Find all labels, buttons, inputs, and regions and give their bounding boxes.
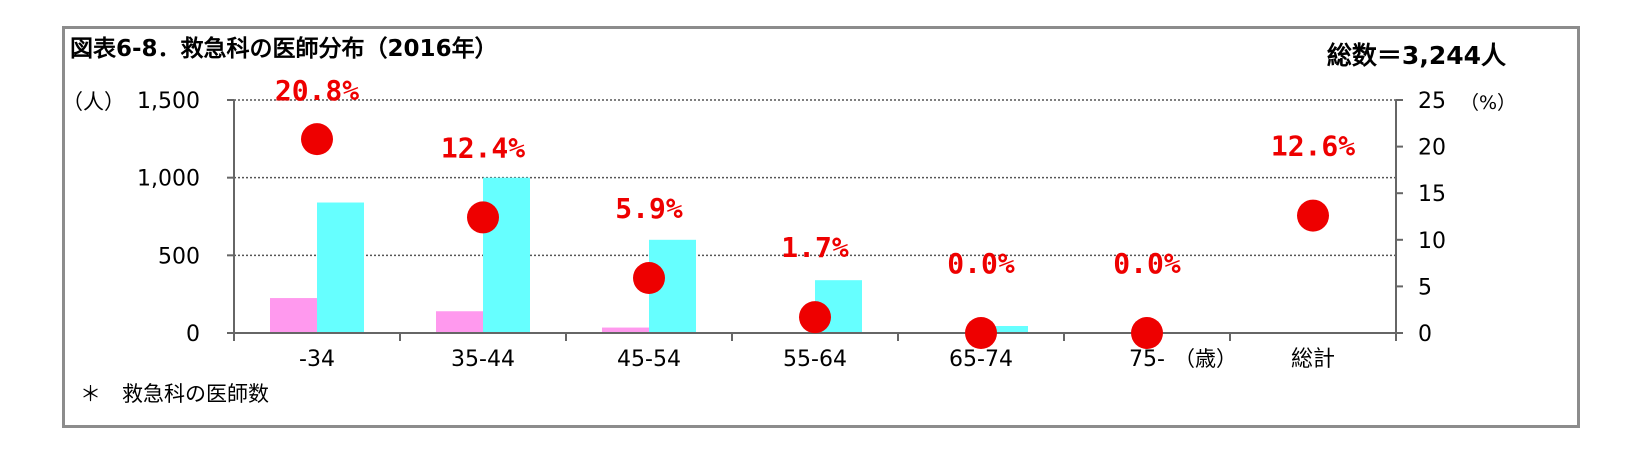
bar-series-2 bbox=[317, 202, 364, 333]
bar-series-2 bbox=[981, 326, 1028, 333]
right-tick-label: 25 bbox=[1418, 89, 1446, 114]
x-tick-label: 総計 bbox=[1291, 347, 1335, 372]
right-tick-label: 10 bbox=[1418, 229, 1446, 254]
left-tick-label: 0 bbox=[186, 322, 200, 347]
bar-series-1 bbox=[270, 298, 317, 333]
right-tick-label: 15 bbox=[1418, 182, 1446, 207]
x-tick-label: 55-64 bbox=[783, 347, 847, 372]
footnote: ＊ 救急科の医師数 bbox=[80, 382, 269, 406]
x-tick-label: 75- bbox=[1129, 347, 1165, 372]
right-tick-label: 5 bbox=[1418, 275, 1432, 300]
data-label: 1.7% bbox=[781, 231, 849, 264]
data-point bbox=[1297, 199, 1329, 232]
bar-series-1 bbox=[436, 311, 483, 333]
x-tick-label: 45-54 bbox=[617, 347, 681, 372]
data-label: 12.6% bbox=[1271, 130, 1355, 163]
chart-title: 図表6-8．救急科の医師分布（2016年） bbox=[70, 35, 498, 62]
data-label: 20.8% bbox=[275, 74, 359, 107]
left-tick-label: 1,000 bbox=[137, 167, 200, 192]
data-point bbox=[965, 317, 997, 349]
x-tick-label: 65-74 bbox=[949, 347, 1013, 372]
data-point bbox=[301, 123, 333, 156]
bar-series-2 bbox=[483, 177, 530, 333]
right-tick-label: 0 bbox=[1418, 322, 1432, 347]
data-label: 0.0% bbox=[1113, 247, 1181, 280]
data-point bbox=[799, 301, 831, 334]
total-label: 総数＝3,244人 bbox=[1327, 41, 1506, 70]
right-tick-label: 20 bbox=[1418, 136, 1446, 161]
data-point bbox=[633, 262, 665, 295]
y-right-unit-label: （%） bbox=[1460, 92, 1516, 114]
data-label: 5.9% bbox=[615, 192, 683, 225]
bar-series-1 bbox=[602, 327, 649, 333]
chart-frame bbox=[62, 26, 1580, 428]
left-tick-label: 1,500 bbox=[137, 89, 200, 114]
x-tick-label: -34 bbox=[299, 347, 335, 372]
left-tick-label: 500 bbox=[158, 244, 200, 269]
x-unit-label: （歳） bbox=[1174, 347, 1237, 371]
data-label: 12.4% bbox=[441, 131, 525, 164]
x-tick-label: 35-44 bbox=[451, 347, 515, 372]
data-point bbox=[467, 201, 499, 234]
data-point bbox=[1131, 317, 1163, 349]
y-left-unit-label: （人） bbox=[62, 90, 125, 114]
data-label: 0.0% bbox=[947, 247, 1015, 280]
